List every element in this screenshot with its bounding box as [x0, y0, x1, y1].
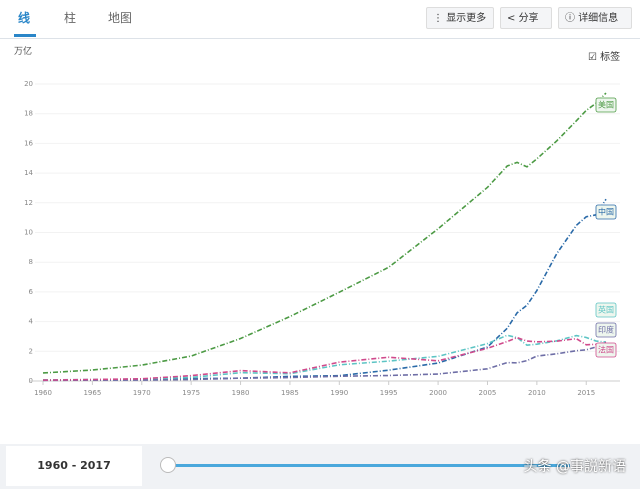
series-line	[42, 198, 607, 381]
end-label-text: 英国	[598, 305, 614, 315]
slider-track	[170, 464, 570, 467]
y-unit: 万亿	[14, 47, 33, 57]
checkbox[interactable]: ☑ 标签	[588, 52, 621, 63]
tab[interactable]: 地图	[108, 11, 133, 25]
end-label: 法国	[595, 342, 617, 358]
x-tick-label: 1970	[133, 389, 151, 397]
tab[interactable]: 线	[18, 11, 31, 25]
end-label-box	[595, 204, 617, 220]
tab[interactable]: 柱	[64, 11, 77, 25]
end-label-text: 印度	[598, 325, 614, 335]
end-label-box	[595, 322, 617, 338]
button[interactable]: ⓘ 详细信息	[558, 7, 632, 29]
end-label-box	[595, 302, 617, 318]
y-tick-label: 16	[24, 139, 33, 147]
x-tick-label: 1975	[182, 389, 200, 397]
x-tick-label: 1980	[232, 389, 250, 397]
x-tick-label: 2015	[577, 389, 595, 397]
x-tick-label: 2005	[479, 389, 497, 397]
end-label-box	[595, 97, 617, 113]
watermark: 头条 @事説新语	[523, 459, 626, 475]
end-label: 美国	[595, 97, 617, 113]
x-tick-label: 1990	[330, 389, 348, 397]
button[interactable]: ⋮ 显示更多	[426, 7, 494, 29]
x-tick-label: 1960	[34, 389, 52, 397]
y-tick-label: 20	[24, 80, 33, 88]
button-label: 显示更多	[446, 13, 487, 24]
x-tick-label: 1965	[83, 389, 101, 397]
range-bar: 1960 - 2017 头条 @事説新语	[0, 444, 640, 489]
end-label-box	[595, 342, 617, 358]
end-label-text: 美国	[598, 100, 614, 110]
y-tick-label: 10	[24, 229, 33, 237]
button-label: 分享	[518, 13, 539, 24]
series-line	[42, 334, 607, 381]
y-tick-label: 12	[24, 199, 33, 207]
range-label: 1960 - 2017	[6, 446, 142, 486]
series-line	[42, 341, 607, 382]
series-line	[42, 92, 607, 374]
y-tick-label: 14	[24, 169, 33, 177]
series-line	[42, 336, 607, 381]
y-tick-label: 18	[24, 110, 33, 118]
end-label: 英国	[595, 302, 617, 318]
x-tick-label: 1985	[281, 389, 299, 397]
y-tick-label: 8	[29, 258, 33, 266]
end-label: 中国	[595, 204, 617, 220]
button[interactable]: < 分享	[500, 7, 552, 29]
end-label-text: 法国	[598, 345, 614, 355]
y-tick-label: 2	[29, 347, 33, 355]
x-tick-label: 2000	[429, 389, 447, 397]
checkbox-label: 标签	[600, 52, 621, 63]
y-tick-label: 4	[29, 318, 34, 326]
x-tick-label: 2010	[528, 389, 546, 397]
end-label: 印度	[595, 322, 617, 338]
y-tick-label: 6	[29, 288, 34, 296]
slider-handle[interactable]	[160, 457, 176, 473]
toolbar: 线 柱 地图 ⋮ 显示更多 < 分享 ⓘ 详细信息	[0, 0, 640, 39]
x-tick-label: 1995	[380, 389, 398, 397]
button-label: 详细信息	[578, 13, 619, 24]
tab-indicator	[14, 34, 36, 37]
end-label-text: 中国	[598, 207, 614, 217]
